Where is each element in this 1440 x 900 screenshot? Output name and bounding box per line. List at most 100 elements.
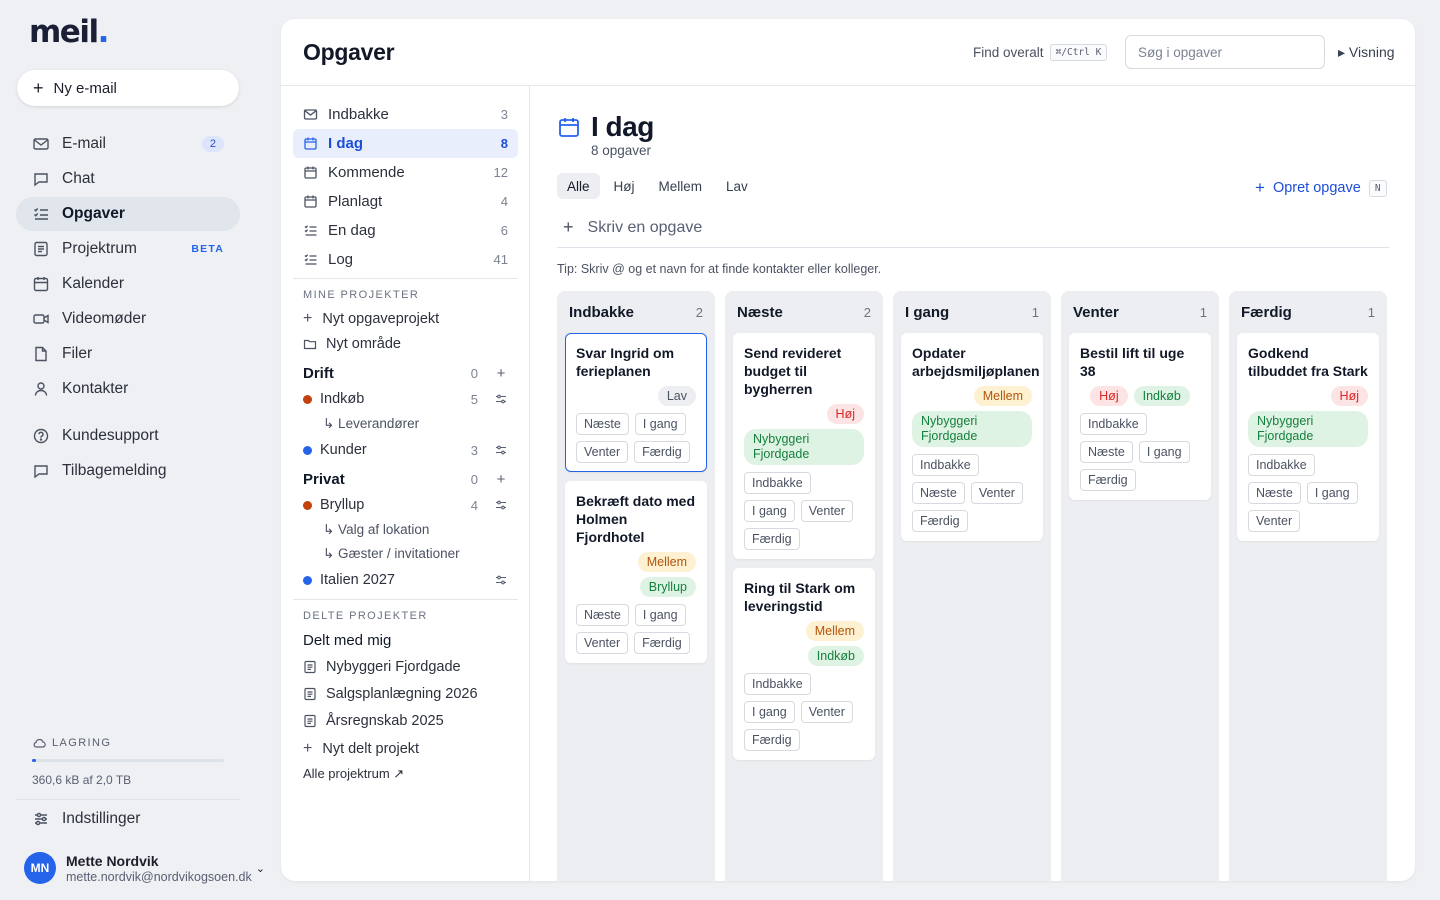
shared-project-item[interactable]: Salgsplanlægning 2026 [303, 686, 508, 702]
new-shared-project-button[interactable]: + Nyt delt projekt [303, 740, 420, 757]
move-buttons: Indbakke Næste I gang Færdig [1080, 413, 1200, 491]
plus-icon: + [563, 217, 574, 237]
move-to-button[interactable]: Færdig [744, 528, 800, 550]
nav-item-email[interactable]: E-mail 2 [16, 127, 240, 161]
task-card[interactable]: Godkend tilbuddet fra Stark Høj Nybyggeri … [1237, 333, 1379, 541]
move-to-button[interactable]: I gang [1138, 441, 1190, 463]
move-to-button[interactable]: Venter [800, 701, 853, 723]
move-to-button[interactable]: I gang [634, 413, 686, 435]
move-to-button[interactable]: I gang [1306, 482, 1358, 504]
project-italien[interactable]: Italien 2027 [303, 572, 508, 588]
task-card[interactable]: Opdater arbejdsmiljøplanen Mellem Nybygger… [901, 333, 1043, 541]
task-card[interactable]: Bekræft dato med Holmen Fjordhotel Mellem… [565, 481, 707, 663]
move-to-button[interactable]: I gang [744, 701, 795, 723]
move-to-button[interactable]: I gang [634, 604, 686, 626]
search-input[interactable] [1125, 35, 1325, 69]
task-view-log[interactable]: Log 41 [293, 245, 518, 274]
task-card[interactable]: Send revideret budget til bygherren Høj Ny… [733, 333, 875, 559]
task-card[interactable]: Ring til Stark om leveringstid Mellem Indk… [733, 568, 875, 760]
quick-add-input[interactable] [587, 218, 1389, 237]
move-to-button[interactable]: Indbakke [744, 472, 811, 494]
page-title: Opgaver [303, 39, 395, 65]
move-to-button[interactable]: Indbakke [912, 454, 979, 476]
storage-bar [32, 759, 224, 762]
user-menu[interactable]: MN Mette Nordvik mette.nordvik@nordvikog… [24, 852, 286, 884]
project-kunder[interactable]: Kunder 3 [303, 442, 508, 458]
move-to-button[interactable]: Næste [1080, 441, 1133, 463]
nav-item-feedback[interactable]: Tilbagemelding [16, 454, 240, 488]
move-to-button[interactable]: Næste [576, 413, 629, 435]
filter-high[interactable]: Høj [613, 178, 635, 194]
subproject-lokation[interactable]: ↳ Valg af lokation [323, 522, 430, 537]
meil-logo[interactable]: meil. [29, 14, 109, 50]
task-tags: Høj Indkøb [1080, 386, 1200, 411]
settings-button[interactable]: Indstillinger [16, 802, 240, 836]
task-view-planned[interactable]: Planlagt 4 [293, 187, 518, 216]
nav-item-support[interactable]: Kundesupport [16, 419, 240, 453]
subproject-gaester[interactable]: ↳ Gæster / invitationer [323, 546, 460, 561]
move-to-button[interactable]: Indbakke [744, 673, 811, 695]
move-to-button[interactable]: Venter [576, 441, 629, 463]
new-task-project-button[interactable]: + Nyt opgaveprojekt [303, 310, 440, 327]
filter-low[interactable]: Lav [726, 178, 748, 194]
move-to-button[interactable]: Næste [576, 604, 629, 626]
move-to-button[interactable]: Venter [800, 500, 853, 522]
filter-medium[interactable]: Mellem [658, 178, 703, 194]
add-icon[interactable]: + [496, 364, 506, 382]
nav-item-video[interactable]: Videomøder [16, 302, 240, 336]
view-toggle[interactable]: ▸ Visning [1338, 44, 1395, 60]
move-to-button[interactable]: Færdig [1080, 469, 1136, 491]
task-card[interactable]: Bestil lift til uge 38 Høj Indkøb Indbakke N… [1069, 333, 1211, 500]
move-to-button[interactable]: Færdig [912, 510, 968, 532]
task-sidebar: Indbakke 3 I dag 8 Kommende 12 Planlagt … [281, 86, 530, 881]
nav-item-files[interactable]: Filer [16, 337, 240, 371]
task-view-inbox[interactable]: Indbakke 3 [293, 100, 518, 129]
move-to-button[interactable]: Indbakke [1248, 454, 1315, 476]
sliders-icon[interactable] [494, 573, 508, 587]
filter-all[interactable]: Alle [557, 173, 600, 199]
calendar-icon [303, 165, 318, 180]
find-all-button[interactable]: Find overalt ⌘/Ctrl K [973, 44, 1108, 61]
move-to-button[interactable]: Venter [576, 632, 629, 654]
move-to-button[interactable]: Næste [912, 482, 965, 504]
shared-project-item[interactable]: Årsregnskab 2025 [303, 713, 508, 729]
chat-icon [32, 462, 50, 480]
move-to-button[interactable]: Indbakke [1080, 413, 1147, 435]
board-column: Færdig 1 Godkend tilbuddet fra Stark Høj Nyb… [1229, 291, 1387, 881]
move-to-button[interactable]: Færdig [634, 441, 690, 463]
plus-icon: + [303, 310, 313, 327]
move-to-button[interactable]: Venter [970, 482, 1023, 504]
nav-item-projektrum[interactable]: Projektrum BETA [16, 232, 240, 266]
task-view-today[interactable]: I dag 8 [293, 129, 518, 158]
new-area-button[interactable]: Nyt område [303, 336, 508, 352]
move-to-button[interactable]: I gang [744, 500, 795, 522]
nav-item-contacts[interactable]: Kontakter [16, 372, 240, 406]
count: 4 [500, 194, 508, 209]
task-card[interactable]: Svar Ingrid om ferieplanen Lav Næste I gang… [565, 333, 707, 472]
all-projectrooms-link[interactable]: Alle projektrum ↗ [303, 766, 405, 781]
nav-item-chat[interactable]: Chat [16, 162, 240, 196]
subproject-leverandorer[interactable]: ↳ Leverandører [323, 416, 420, 431]
sliders-icon[interactable] [494, 443, 508, 457]
shared-project-item[interactable]: Nybyggeri Fjordgade [303, 659, 508, 675]
project-bryllup[interactable]: Bryllup 4 [303, 497, 508, 513]
move-to-button[interactable]: Næste [1248, 482, 1301, 504]
nav-item-calendar[interactable]: Kalender [16, 267, 240, 301]
sliders-icon[interactable] [494, 392, 508, 406]
area-privat[interactable]: Privat 0 + [303, 471, 508, 488]
new-mail-button[interactable]: + Ny e-mail [17, 70, 239, 106]
shared-with-me[interactable]: Delt med mig [303, 632, 392, 649]
task-view-upcoming[interactable]: Kommende 12 [293, 158, 518, 187]
sliders-icon[interactable] [494, 498, 508, 512]
divider [293, 278, 518, 279]
nav-item-tasks[interactable]: Opgaver [16, 197, 240, 231]
move-to-button[interactable]: Venter [1248, 510, 1301, 532]
create-task-button[interactable]: + Opret opgave N [1255, 178, 1387, 198]
move-to-button[interactable]: Færdig [744, 729, 800, 751]
project-indkob[interactable]: Indkøb 5 [303, 391, 508, 407]
move-to-button[interactable]: Færdig [634, 632, 690, 654]
board-column: Næste 2 Send revideret budget til bygherre… [725, 291, 883, 881]
add-icon[interactable]: + [496, 470, 506, 488]
area-drift[interactable]: Drift 0 + [303, 365, 508, 382]
task-view-someday[interactable]: En dag 6 [293, 216, 518, 245]
